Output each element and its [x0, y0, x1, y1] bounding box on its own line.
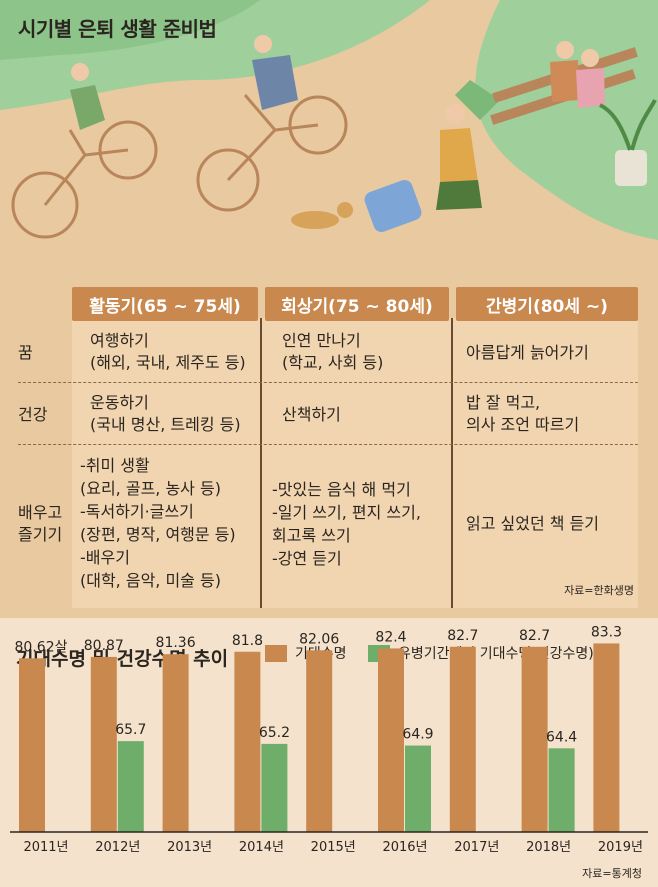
cell-enjoy-care: 읽고 싶었던 책 듣기	[466, 514, 600, 533]
row-label-health: 건강	[18, 405, 48, 424]
column-header-reflection: 회상기(75 ~ 80세)	[265, 287, 449, 321]
bar-life-expectancy	[521, 646, 548, 832]
bar-healthy-life	[405, 745, 431, 832]
bar-healthy-life	[548, 748, 575, 832]
x-tick-label: 2017년	[454, 840, 499, 855]
column-divider	[260, 318, 262, 608]
bar-life-expectancy	[19, 658, 45, 832]
cyclist-left	[11, 120, 158, 239]
data-label: 82.7	[519, 628, 550, 644]
data-label: 83.3	[591, 624, 622, 640]
cell-health-active: 운동하기 (국내 명산, 트레킹 등)	[90, 393, 241, 434]
x-tick-label: 2013년	[167, 840, 212, 855]
cell-dream-active: 여행하기 (해외, 국내, 제주도 등)	[90, 331, 246, 372]
row-label-dream: 꿈	[18, 343, 33, 362]
x-tick-label: 2018년	[526, 840, 571, 855]
table-background	[72, 318, 638, 608]
bar-life-expectancy	[162, 654, 189, 832]
data-label: 82.7	[447, 628, 478, 644]
illustration: 시기별 은퇴 생활 준비법	[0, 0, 658, 280]
row-label-enjoy: 배우고 즐기기	[18, 503, 63, 544]
bar-life-expectancy	[234, 651, 261, 832]
bar-healthy-life	[261, 743, 288, 832]
data-label: 81.8	[232, 633, 263, 649]
page-title: 시기별 은퇴 생활 준비법	[18, 17, 217, 41]
park-illustration	[0, 0, 658, 280]
chart-source: 자료=통계청	[582, 867, 642, 880]
x-tick-label: 2014년	[239, 840, 284, 855]
cell-health-care: 밥 잘 먹고, 의사 조언 따르기	[466, 393, 580, 434]
x-tick-label: 2012년	[95, 840, 140, 855]
bar-life-expectancy	[449, 646, 476, 832]
column-header-active: 활동기(65 ~ 75세)	[72, 287, 258, 321]
data-label: 65.7	[115, 722, 146, 738]
row-divider	[18, 382, 638, 383]
bar-life-expectancy	[90, 656, 117, 832]
bar-life-expectancy	[593, 643, 620, 832]
x-tick-label: 2011년	[23, 840, 68, 855]
data-label: 80.87	[84, 638, 124, 654]
bar-healthy-life	[117, 741, 144, 832]
x-tick-label: 2019년	[598, 840, 643, 855]
x-tick-label: 2016년	[382, 840, 427, 855]
cyclist-right	[196, 94, 348, 212]
data-label: 80.62살	[15, 639, 68, 655]
legend-swatch-life-expectancy	[265, 645, 287, 662]
data-label: 82.06	[299, 631, 339, 647]
row-divider	[18, 444, 638, 445]
cell-enjoy-active: -취미 생활 (요리, 골프, 농사 등) -독서하기·글쓰기 (장편, 명작,…	[80, 456, 236, 590]
data-label: 64.9	[402, 727, 433, 743]
column-header-care: 간병기(80세 ~)	[456, 287, 638, 321]
column-divider	[451, 318, 453, 608]
data-label: 64.4	[546, 729, 577, 745]
cell-health-reflection: 산책하기	[282, 405, 341, 424]
preparation-table: 활동기(65 ~ 75세) 회상기(75 ~ 80세) 간병기(80세 ~) 꿈…	[0, 282, 658, 612]
x-tick-label: 2015년	[311, 840, 356, 855]
cell-dream-reflection: 인연 만나기 (학교, 사회 등)	[282, 331, 384, 372]
data-label: 65.2	[259, 725, 290, 741]
data-label: 82.4	[375, 629, 406, 645]
bar-life-expectancy	[378, 648, 404, 832]
table-source: 자료=한화생명	[564, 584, 634, 597]
cell-enjoy-reflection: -맛있는 음식 해 먹기 -일기 쓰기, 편지 쓰기, 회고록 쓰기 -강연 듣…	[272, 480, 421, 568]
bar-life-expectancy	[306, 650, 333, 832]
data-label: 81.36	[156, 635, 196, 651]
cell-dream-care: 아름답게 늙어가기	[466, 343, 589, 362]
